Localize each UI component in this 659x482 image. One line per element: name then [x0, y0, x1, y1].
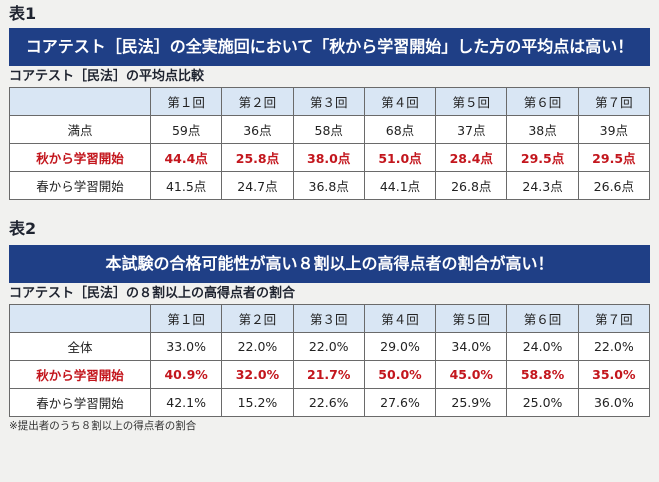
table-cell: 26.8点 [435, 171, 508, 200]
table-cell: 45.0% [435, 360, 508, 389]
table-cell: 25.8点 [221, 143, 294, 172]
table-row: 全体 33.0% 22.0% 22.0% 29.0% 34.0% 24.0% 2… [9, 332, 651, 361]
table-cell: 27.6% [363, 388, 437, 417]
row-label: 秋から学習開始 [9, 143, 151, 172]
table1-col-header: 第６回 [506, 87, 579, 116]
row-label: 秋から学習開始 [9, 360, 151, 389]
table2-col-header: 第３回 [292, 304, 365, 333]
table1-header-row: 第１回 第２回 第３回 第４回 第５回 第６回 第７回 [9, 87, 651, 116]
table2-subtitle: コアテスト［民法］の８割以上の高得点者の割合 [9, 286, 296, 301]
table-cell: 35.0% [577, 360, 651, 389]
table-cell: 40.9% [149, 360, 223, 389]
row-label: 春から学習開始 [9, 171, 151, 200]
table2-label: 表2 [9, 219, 37, 238]
table2-banner: 本試験の合格可能性が高い８割以上の高得点者の割合が高い！ [9, 245, 650, 283]
table-cell: 25.0% [506, 388, 579, 417]
table-cell: 58.8% [506, 360, 579, 389]
table1-label: 表1 [9, 4, 37, 23]
table-cell: 41.5点 [149, 171, 223, 200]
table-row: 春から学習開始 42.1% 15.2% 22.6% 27.6% 25.9% 25… [9, 388, 651, 417]
table-cell: 68点 [363, 115, 437, 144]
table-cell: 25.9% [435, 388, 508, 417]
table-cell: 26.6点 [577, 171, 651, 200]
table-row-highlight: 秋から学習開始 44.4点 25.8点 38.0点 51.0点 28.4点 29… [9, 143, 651, 172]
table-cell: 22.6% [292, 388, 365, 417]
table2-col-header: 第１回 [149, 304, 223, 333]
table1-col-header: 第４回 [363, 87, 437, 116]
table1-col-header: 第３回 [292, 87, 365, 116]
table-cell: 15.2% [221, 388, 294, 417]
table-cell: 29.0% [363, 332, 437, 361]
table-cell: 24.0% [506, 332, 579, 361]
table-cell: 42.1% [149, 388, 223, 417]
table-cell: 36点 [221, 115, 294, 144]
table-row-highlight: 秋から学習開始 40.9% 32.0% 21.7% 50.0% 45.0% 58… [9, 360, 651, 389]
table1-col-header: 第５回 [435, 87, 508, 116]
table-row: 満点 59点 36点 58点 68点 37点 38点 39点 [9, 115, 651, 144]
table1-corner-cell [9, 87, 151, 116]
table-cell: 21.7% [292, 360, 365, 389]
table-cell: 28.4点 [435, 143, 508, 172]
table1-col-header: 第７回 [577, 87, 651, 116]
table-cell: 59点 [149, 115, 223, 144]
table1-col-header: 第２回 [221, 87, 294, 116]
table-cell: 58点 [292, 115, 365, 144]
table1-col-header: 第１回 [149, 87, 223, 116]
table-cell: 38.0点 [292, 143, 365, 172]
table-cell: 50.0% [363, 360, 437, 389]
table-cell: 38点 [506, 115, 579, 144]
table2-col-header: 第６回 [506, 304, 579, 333]
table-cell: 24.3点 [506, 171, 579, 200]
table2: 第１回 第２回 第３回 第４回 第５回 第６回 第７回 全体 33.0% 22.… [9, 304, 651, 417]
table-cell: 51.0点 [363, 143, 437, 172]
table1: 第１回 第２回 第３回 第４回 第５回 第６回 第７回 満点 59点 36点 5… [9, 87, 651, 200]
table2-header-row: 第１回 第２回 第３回 第４回 第５回 第６回 第７回 [9, 304, 651, 333]
table-cell: 34.0% [435, 332, 508, 361]
table2-footnote: ※提出者のうち８割以上の得点者の割合 [9, 420, 197, 432]
row-label: 全体 [9, 332, 151, 361]
table2-col-header: 第５回 [435, 304, 508, 333]
table-cell: 36.0% [577, 388, 651, 417]
table-cell: 22.0% [292, 332, 365, 361]
table2-col-header: 第７回 [577, 304, 651, 333]
table-cell: 22.0% [577, 332, 651, 361]
table-row: 春から学習開始 41.5点 24.7点 36.8点 44.1点 26.8点 24… [9, 171, 651, 200]
table-cell: 36.8点 [292, 171, 365, 200]
table-cell: 33.0% [149, 332, 223, 361]
table2-col-header: 第４回 [363, 304, 437, 333]
table-cell: 29.5点 [506, 143, 579, 172]
table-cell: 39点 [577, 115, 651, 144]
table-cell: 44.1点 [363, 171, 437, 200]
table-cell: 37点 [435, 115, 508, 144]
table1-subtitle: コアテスト［民法］の平均点比較 [9, 69, 205, 84]
table-cell: 22.0% [221, 332, 294, 361]
row-label: 春から学習開始 [9, 388, 151, 417]
table1-banner: コアテスト［民法］の全実施回において「秋から学習開始」した方の平均点は高い！ [9, 28, 650, 66]
table2-col-header: 第２回 [221, 304, 294, 333]
row-label: 満点 [9, 115, 151, 144]
table-cell: 24.7点 [221, 171, 294, 200]
table-cell: 29.5点 [577, 143, 651, 172]
table2-corner-cell [9, 304, 151, 333]
table-cell: 44.4点 [149, 143, 223, 172]
table-cell: 32.0% [221, 360, 294, 389]
